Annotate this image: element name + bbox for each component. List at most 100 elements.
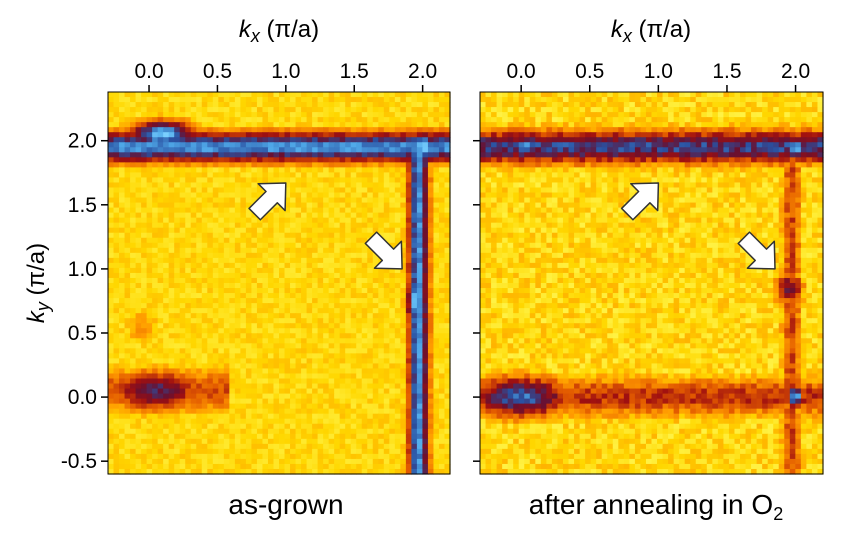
heatmap-cell xyxy=(361,157,368,163)
heatmap-cell xyxy=(218,393,225,400)
heatmap-cell xyxy=(218,463,225,470)
heatmap-cell xyxy=(273,172,280,179)
heatmap-cell xyxy=(163,313,170,319)
heatmap-cell xyxy=(152,267,159,274)
heatmap-cell xyxy=(323,107,330,113)
heatmap-cell xyxy=(601,107,608,113)
heatmap-cell xyxy=(223,418,230,425)
heatmap-cell xyxy=(422,117,429,123)
heatmap-cell xyxy=(306,298,313,304)
heatmap-cell xyxy=(218,262,225,269)
heatmap-cell xyxy=(168,122,175,128)
heatmap-cell xyxy=(328,197,335,204)
heatmap-cell xyxy=(356,318,363,324)
heatmap-cell xyxy=(212,107,219,113)
heatmap-cell xyxy=(174,378,181,385)
heatmap-cell xyxy=(295,463,302,470)
heatmap-cell xyxy=(416,222,424,229)
heatmap-cell xyxy=(312,172,319,179)
heatmap-cell xyxy=(339,393,346,400)
heatmap-cell xyxy=(438,127,446,133)
heatmap-cell xyxy=(345,147,352,153)
heatmap-cell xyxy=(345,122,352,128)
heatmap-cell xyxy=(190,393,197,400)
heatmap-cell xyxy=(290,328,297,334)
heatmap-cell xyxy=(273,237,280,244)
heatmap-cell xyxy=(323,318,330,324)
heatmap-cell xyxy=(234,353,241,359)
heatmap-cell xyxy=(240,137,247,143)
heatmap-cell xyxy=(174,358,181,365)
heatmap-cell xyxy=(256,262,264,269)
heatmap-cell xyxy=(433,182,440,189)
heatmap-cell xyxy=(234,438,241,445)
heatmap-cell xyxy=(152,333,159,339)
heatmap-cell xyxy=(290,247,297,254)
heatmap-cell xyxy=(179,267,186,274)
heatmap-cell xyxy=(256,107,264,113)
heatmap-cell xyxy=(108,418,115,425)
heatmap-cell xyxy=(113,363,120,370)
heatmap-cell xyxy=(229,117,236,123)
heatmap-cell xyxy=(290,177,297,184)
heatmap-cell xyxy=(695,107,702,113)
heatmap-cell xyxy=(383,383,390,390)
heatmap-cell xyxy=(267,127,275,133)
heatmap-cell xyxy=(108,127,115,133)
heatmap-cell xyxy=(405,127,412,133)
heatmap-cell xyxy=(229,167,236,174)
heatmap-cell xyxy=(389,463,396,470)
heatmap-cell xyxy=(240,277,247,284)
heatmap-cell xyxy=(229,277,236,284)
heatmap-cell xyxy=(411,323,418,329)
heatmap-cell xyxy=(141,368,148,375)
heatmap-cell xyxy=(251,458,258,465)
heatmap-cell xyxy=(350,363,357,370)
heatmap-cell xyxy=(323,237,330,244)
heatmap-cell xyxy=(668,97,675,103)
heatmap-cell xyxy=(179,353,186,359)
heatmap-cell xyxy=(207,458,214,465)
heatmap-cell xyxy=(251,413,258,420)
heatmap-cell xyxy=(389,323,396,329)
heatmap-cell xyxy=(444,102,451,108)
heatmap-cell xyxy=(356,197,363,204)
heatmap-cell xyxy=(339,207,346,214)
heatmap-cell xyxy=(130,423,137,430)
heatmap-cell xyxy=(767,107,774,113)
heatmap-cell xyxy=(135,192,142,199)
heatmap-cell xyxy=(223,398,230,405)
heatmap-cell xyxy=(240,182,247,189)
heatmap-cell xyxy=(361,192,368,199)
heatmap-cell xyxy=(185,343,192,349)
heatmap-cell xyxy=(113,378,120,385)
heatmap-cell xyxy=(317,448,324,455)
heatmap-cell xyxy=(267,277,275,284)
heatmap-cell xyxy=(223,92,230,98)
heatmap-cell xyxy=(146,463,153,470)
heatmap-cell xyxy=(405,413,412,420)
heatmap-cell xyxy=(168,272,175,279)
heatmap-cell xyxy=(196,142,203,148)
heatmap-cell xyxy=(234,283,241,289)
heatmap-cell xyxy=(163,408,170,415)
heatmap-cell xyxy=(234,423,241,430)
heatmap-cell xyxy=(229,107,236,113)
heatmap-cell xyxy=(784,107,791,113)
heatmap-cell xyxy=(201,318,208,324)
heatmap-cell xyxy=(108,388,115,395)
heatmap-cell xyxy=(113,458,120,465)
heatmap-cell xyxy=(323,147,330,153)
heatmap-cell xyxy=(433,313,440,319)
heatmap-cell xyxy=(212,343,219,349)
heatmap-cell xyxy=(223,438,230,445)
heatmap-cell xyxy=(361,262,368,269)
heatmap-cell xyxy=(301,157,308,163)
heatmap-cell xyxy=(218,217,225,224)
heatmap-cell xyxy=(328,257,335,264)
heatmap-cell xyxy=(223,283,230,289)
heatmap-cell xyxy=(267,293,275,299)
heatmap-cell xyxy=(345,172,352,179)
heatmap-cell xyxy=(317,112,324,118)
heatmap-cell xyxy=(152,283,159,289)
